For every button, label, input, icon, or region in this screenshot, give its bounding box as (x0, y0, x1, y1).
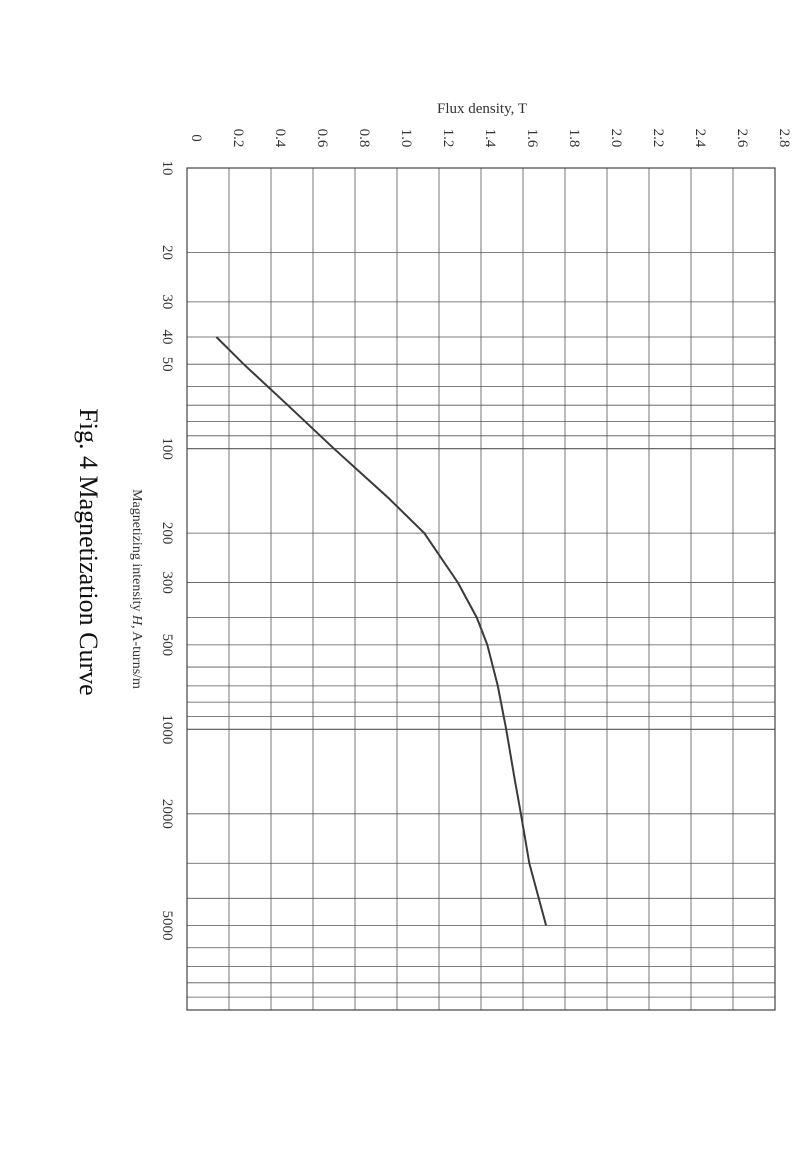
x-axis-label-symbol: H (129, 614, 144, 626)
y-axis-label: Flux density, T (437, 101, 527, 117)
magnetizing-intensity-tick-label: 100 (159, 437, 175, 460)
magnetizing-intensity-tick-label: 20 (159, 245, 175, 260)
magnetizing-intensity-tick-labels: 10 20 30 40 50 100 200 300 500 1000 2000 5000 (159, 161, 175, 941)
flux-density-tick-label: 1.4 (482, 129, 498, 148)
x-axis-label: Magnetizing intensity H, A-turns/m (129, 489, 144, 689)
flux-density-tick-label: 0.8 (356, 129, 372, 148)
flux-density-tick-label: 2.0 (608, 129, 624, 148)
flux-density-tick-label: 2.2 (650, 129, 666, 148)
flux-density-tick-label: 0.4 (272, 129, 288, 148)
magnetizing-intensity-tick-label: 40 (159, 329, 175, 344)
flux-density-tick-label: 2.4 (692, 129, 708, 148)
magnetizing-intensity-tick-label: 10 (159, 161, 175, 176)
magnetizing-intensity-tick-label: 2000 (159, 799, 175, 829)
plot-frame (186, 167, 776, 1011)
magnetizing-intensity-tick-label: 200 (159, 522, 175, 545)
magnetization-curve (215, 336, 548, 926)
magnetizing-intensity-tick-label: 50 (159, 357, 175, 372)
flux-density-tick-label: 1.2 (440, 129, 456, 148)
flux-density-tick-labels: 0 0.2 0.4 0.6 0.8 1.0 1.2 1.4 1.6 1.8 2.0 2.2 2.4 2.6… (188, 129, 792, 148)
magnetizing-intensity-tick-label: 1000 (159, 714, 175, 744)
flux-density-tick-label: 2.6 (734, 129, 750, 148)
flux-density-tick-label: 1.0 (398, 129, 414, 148)
flux-density-tick-label: 0.2 (230, 129, 246, 148)
grid-layer (186, 167, 776, 1010)
magnetizing-intensity-tick-label: 5000 (159, 911, 175, 941)
flux-density-tick-label: 2.8 (776, 129, 792, 148)
x-axis-label-prefix: Magnetizing intensity (129, 489, 144, 615)
figure-title: Fig. 4 Magnetization Curve (74, 408, 103, 695)
magnetizing-intensity-tick-label: 30 (159, 294, 175, 309)
flux-density-tick-label: 1.8 (566, 129, 582, 148)
flux-density-tick-label: 0.6 (314, 129, 330, 148)
flux-density-tick-label: 1.6 (524, 129, 540, 148)
magnetizing-intensity-tick-label: 300 (159, 571, 175, 594)
x-axis-label-suffix: , A-turns/m (129, 625, 144, 689)
magnetizing-intensity-tick-label: 500 (159, 634, 175, 657)
flux-density-tick-label: 0 (188, 134, 204, 142)
